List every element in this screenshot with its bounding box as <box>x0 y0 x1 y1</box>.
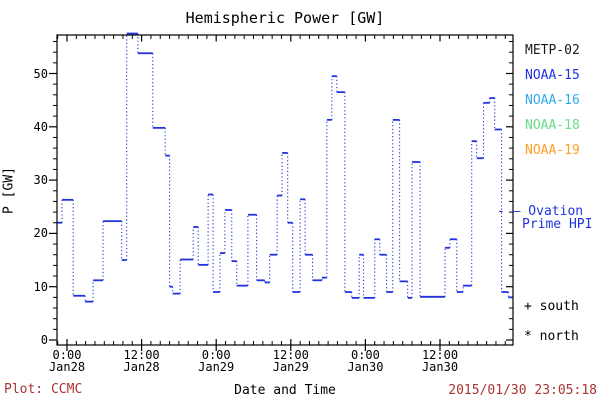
y-tick-label-2: 20 <box>33 226 48 241</box>
plot-border <box>56 34 514 346</box>
south-marker-legend: + south <box>524 299 579 314</box>
x-tick-label-3: 12:00 Jan29 <box>272 348 309 374</box>
y-tick-label-4: 40 <box>33 119 48 134</box>
x-tick-label-2: 0:00 Jan29 <box>198 348 235 374</box>
x-tick-label-0: 0:00 Jan28 <box>48 348 86 374</box>
y-tick-label-0: 0 <box>40 333 48 347</box>
chart-title: Hemispheric Power [GW] <box>185 9 385 27</box>
y-tick-label-5: 50 <box>33 66 48 81</box>
x-tick-label-4: 0:00 Jan30 <box>347 348 384 374</box>
legend-noaa-18: NOAA-18 <box>525 118 580 133</box>
legend-noaa-19: NOAA-19 <box>525 143 580 158</box>
hpi-step-series <box>57 32 513 303</box>
y-tick-label-3: 30 <box>33 173 48 188</box>
legend-noaa-15: NOAA-15 <box>525 68 580 83</box>
plot-timestamp: 2015/01/30 23:05:18 <box>448 383 597 398</box>
north-marker-legend: * north <box>524 329 579 344</box>
plot-credit: Plot: CCMC <box>4 382 83 397</box>
x-tick-label-5: 12:00 Jan30 <box>421 348 459 374</box>
legend-noaa-16: NOAA-16 <box>525 93 580 108</box>
ovation-label-line2: Prime HPI <box>522 217 593 232</box>
x-axis-label: Date and Time <box>234 383 336 398</box>
satellite-legend: METP-02 NOAA-15 NOAA-16 NOAA-18 NOAA-19 <box>525 44 597 169</box>
y-tick-label-1: 10 <box>33 279 48 294</box>
ovation-line-sample-and-label: - — Ovation <box>497 204 584 219</box>
legend-metp-02: METP-02 <box>525 43 580 58</box>
x-tick-label-1: 12:00 Jan28 <box>123 348 160 374</box>
ovation-legend: - — Ovation Prime HPI <box>497 205 599 231</box>
